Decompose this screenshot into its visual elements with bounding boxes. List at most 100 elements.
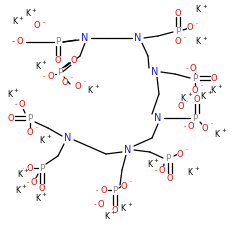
- Text: -: -: [196, 22, 198, 26]
- Text: P: P: [55, 37, 61, 47]
- Text: O: O: [175, 37, 181, 47]
- Text: N: N: [81, 33, 89, 43]
- Text: +: +: [128, 201, 132, 207]
- Text: O: O: [194, 95, 200, 103]
- Text: -: -: [186, 65, 188, 71]
- Text: -: -: [96, 187, 98, 193]
- Text: -: -: [15, 101, 17, 107]
- Text: O: O: [34, 22, 40, 30]
- Text: P: P: [27, 113, 33, 122]
- Text: N: N: [81, 33, 89, 43]
- Text: K: K: [8, 89, 13, 98]
- Text: +: +: [188, 91, 192, 97]
- Text: +: +: [22, 184, 26, 188]
- Text: N: N: [124, 145, 132, 155]
- Text: +: +: [95, 84, 99, 88]
- Text: K: K: [88, 86, 93, 95]
- Text: K: K: [195, 37, 200, 47]
- Text: O: O: [19, 99, 25, 109]
- Text: -: -: [11, 37, 15, 47]
- Text: -: -: [184, 123, 186, 129]
- Text: O: O: [71, 56, 77, 64]
- Text: +: +: [19, 15, 23, 21]
- Text: P: P: [112, 185, 118, 195]
- Text: +: +: [203, 3, 207, 9]
- Text: K: K: [25, 10, 30, 19]
- Text: O: O: [75, 82, 81, 90]
- Text: O: O: [178, 101, 184, 110]
- Text: -: -: [211, 122, 213, 126]
- Text: O: O: [55, 56, 61, 64]
- Text: K: K: [148, 159, 153, 169]
- Text: K: K: [40, 135, 45, 145]
- Text: +: +: [203, 36, 207, 40]
- Text: O: O: [8, 113, 14, 122]
- Text: O: O: [187, 24, 193, 33]
- Text: K: K: [35, 61, 40, 71]
- Text: K: K: [188, 168, 193, 176]
- Text: +: +: [14, 87, 18, 93]
- Text: O: O: [159, 166, 165, 174]
- Text: O: O: [202, 123, 208, 133]
- Text: +: +: [222, 127, 226, 133]
- Text: +: +: [32, 8, 36, 12]
- Text: O: O: [98, 199, 104, 208]
- Text: O: O: [27, 127, 33, 136]
- Text: O: O: [188, 122, 194, 131]
- Text: P: P: [165, 154, 171, 162]
- Text: O: O: [211, 74, 217, 83]
- Text: O: O: [39, 184, 45, 193]
- Text: O: O: [101, 185, 107, 195]
- Text: -: -: [36, 125, 38, 131]
- Text: K: K: [104, 211, 109, 220]
- Text: +: +: [195, 166, 199, 171]
- Text: +: +: [218, 84, 222, 88]
- Text: K: K: [195, 5, 200, 14]
- Text: O: O: [121, 182, 127, 191]
- Text: -: -: [27, 179, 29, 185]
- Text: O: O: [48, 72, 54, 81]
- Text: +: +: [208, 89, 212, 95]
- Text: +: +: [154, 158, 158, 162]
- Text: O: O: [31, 177, 37, 186]
- Text: P: P: [175, 27, 181, 37]
- Text: K: K: [13, 17, 18, 26]
- Text: N: N: [124, 145, 132, 155]
- Text: -: -: [23, 165, 25, 171]
- Text: O: O: [190, 63, 196, 73]
- Text: +: +: [42, 60, 46, 64]
- Text: +: +: [111, 209, 115, 215]
- Text: K: K: [180, 94, 185, 102]
- Text: -: -: [84, 79, 86, 85]
- Text: N: N: [154, 113, 162, 123]
- Text: O: O: [175, 9, 181, 17]
- Text: +: +: [47, 134, 51, 138]
- Text: -: -: [43, 19, 45, 25]
- Text: -: -: [130, 180, 132, 184]
- Text: O: O: [112, 206, 118, 215]
- Text: P: P: [192, 74, 198, 83]
- Text: K: K: [210, 86, 215, 95]
- Text: K: K: [35, 194, 40, 203]
- Text: K: K: [214, 130, 219, 138]
- Text: P: P: [192, 113, 198, 122]
- Text: O: O: [167, 173, 173, 183]
- Text: +: +: [24, 168, 28, 172]
- Text: +: +: [42, 192, 46, 196]
- Text: O: O: [27, 163, 33, 172]
- Text: K: K: [120, 204, 125, 212]
- Text: -: -: [94, 201, 96, 207]
- Text: K: K: [200, 91, 205, 100]
- Text: K: K: [18, 170, 23, 179]
- Text: N: N: [64, 133, 72, 143]
- Text: O: O: [192, 86, 198, 95]
- Text: -: -: [155, 167, 157, 173]
- Text: N: N: [151, 67, 159, 77]
- Text: P: P: [57, 68, 63, 76]
- Text: O: O: [62, 77, 68, 86]
- Text: N: N: [134, 33, 142, 43]
- Text: -: -: [184, 36, 186, 40]
- Text: -: -: [71, 75, 73, 81]
- Text: -: -: [186, 99, 188, 105]
- Text: N: N: [151, 67, 159, 77]
